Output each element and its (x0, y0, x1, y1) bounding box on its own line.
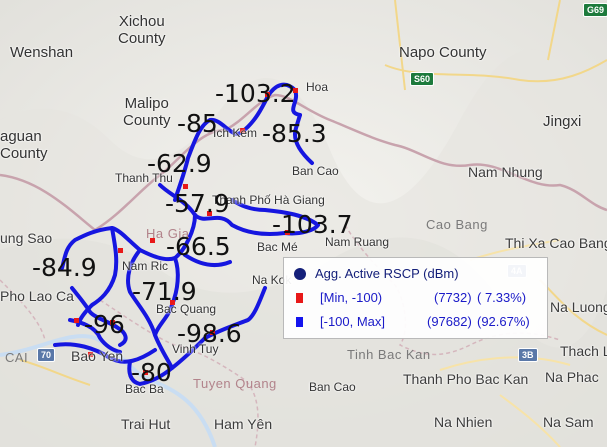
road-shield: G69 (583, 3, 607, 17)
place-label: Thach Lam (560, 343, 607, 359)
place-label: Napo County (399, 44, 487, 61)
rscp-value-label: -80 (131, 358, 172, 387)
rscp-value-label: -103.7 (272, 210, 353, 239)
place-label: Wenshan (10, 44, 74, 61)
rscp-value-label: -98.6 (177, 319, 242, 348)
place-label: Ich Kem (213, 126, 258, 140)
place-label: Na Sam (543, 414, 594, 430)
place-label: Ban Cao (309, 380, 356, 394)
legend-count: (97682) (427, 314, 472, 329)
rscp-value-label: -84.9 (32, 253, 97, 282)
bad-rscp-points (74, 88, 298, 375)
road-shield: S60 (410, 72, 435, 86)
region-label: Tuyen Quang (193, 376, 277, 391)
place-label: Jingxi (543, 113, 582, 130)
legend-range: [-100, Max] (320, 314, 386, 329)
place-label: Nam Ruang (325, 235, 390, 249)
place-label: Bac Quang (156, 302, 217, 316)
road-shield: 70 (37, 348, 56, 362)
rscp-value-label: -71.9 (132, 277, 197, 306)
place-label: Vinh Tuy (172, 342, 219, 356)
place-label: Thi Xa Cao Bang (505, 235, 607, 251)
legend-percent: ( 7.33%) (477, 290, 527, 305)
rscp-value-label: -85 (177, 109, 218, 138)
place-label: Trai Hut (121, 416, 171, 432)
place-label: Thanh Phố Hà Giang (212, 193, 325, 207)
region-label: CAI (5, 350, 29, 365)
rscp-value-label: -103.2 (215, 79, 296, 108)
place-label: Na Nhien (434, 414, 493, 430)
place-label: Hoa (306, 80, 329, 94)
place-label: aguan County (0, 128, 48, 162)
rscp-value-label: -96 (84, 310, 125, 339)
place-label: Nam Ric (122, 259, 169, 273)
legend-title: Agg. Active RSCP (dBm) (315, 266, 459, 281)
region-label: Ha Gia (146, 226, 190, 241)
drive-test-route[interactable] (53, 82, 320, 386)
map-legend: Agg. Active RSCP (dBm) [Min, -100) (7732… (283, 257, 548, 339)
legend-range: [Min, -100) (320, 290, 383, 305)
place-label: Ham Yên (214, 416, 273, 432)
place-label: Nam Nhung (468, 164, 543, 180)
place-label: Ban Cao (292, 164, 339, 178)
rscp-value-label: -57.9 (165, 189, 230, 218)
legend-count: (7732) (434, 290, 472, 305)
rscp-value-label: -62.9 (147, 149, 212, 178)
place-label: Xichou County (118, 13, 166, 47)
rscp-value-label: -85.3 (262, 119, 327, 148)
place-label: Na Kok (252, 273, 292, 287)
road-shield: 3B (518, 348, 538, 362)
place-label: Malipo County (123, 95, 171, 129)
legend-dot-icon (294, 268, 306, 280)
place-label: Na Phac (545, 369, 599, 385)
rscp-value-label: -66.5 (166, 232, 231, 261)
place-label: ung Sao (0, 230, 53, 246)
place-label: Thanh Pho Bac Kan (403, 371, 529, 387)
legend-percent: (92.67%) (477, 314, 530, 329)
region-label: Tinh Bac Kan (347, 347, 431, 362)
place-label: Bac Ba (125, 382, 164, 396)
place-label: Bac Mé (257, 240, 298, 254)
place-label: Pho Lao Ca (0, 288, 74, 304)
legend-blue-swatch (296, 317, 303, 327)
region-label: Cao Bang (426, 217, 488, 232)
place-label: Bao Yen (71, 348, 124, 364)
place-label: Na Luong (550, 299, 607, 315)
legend-red-swatch (296, 293, 303, 303)
place-label: Thanh Thu (115, 171, 173, 185)
